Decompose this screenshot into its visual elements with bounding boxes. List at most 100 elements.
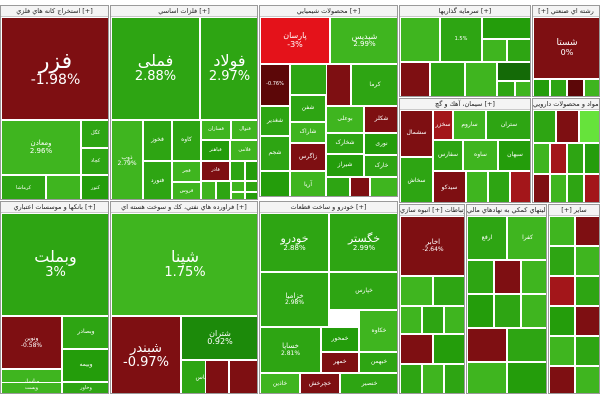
stock-tile[interactable] [507, 328, 546, 362]
stock-tile[interactable]: خچرخش [300, 373, 340, 393]
stock-tile[interactable]: سخاش [400, 157, 433, 202]
stock-tile[interactable] [229, 360, 257, 393]
stock-tile[interactable] [497, 62, 530, 81]
stock-tile[interactable] [494, 260, 521, 294]
stock-tile[interactable] [400, 62, 430, 96]
stock-tile[interactable]: وبصادر [62, 316, 108, 349]
stock-tile[interactable]: خمهر [321, 352, 359, 373]
stock-tile[interactable] [467, 328, 507, 362]
stock-tile[interactable]: فسازان [201, 120, 231, 140]
stock-tile[interactable] [444, 364, 464, 393]
stock-tile[interactable] [549, 216, 575, 246]
stock-tile[interactable]: سبهان [498, 140, 530, 171]
stock-tile[interactable] [507, 39, 530, 62]
stock-tile[interactable] [467, 362, 507, 393]
stock-tile[interactable] [370, 177, 397, 196]
sector-title[interactable]: [+] ساير [549, 205, 599, 216]
stock-tile[interactable] [433, 334, 464, 364]
stock-tile[interactable] [422, 306, 444, 334]
stock-tile[interactable] [400, 17, 440, 62]
stock-tile[interactable]: شاراک [290, 122, 326, 143]
stock-tile[interactable] [216, 181, 231, 199]
stock-tile[interactable] [575, 246, 599, 276]
stock-tile[interactable]: وبیمه [62, 349, 108, 382]
stock-tile[interactable] [550, 174, 567, 202]
stock-tile[interactable] [465, 62, 497, 96]
stock-tile[interactable]: وبملت 3% [1, 213, 108, 316]
stock-tile[interactable] [575, 306, 599, 336]
stock-tile[interactable] [549, 306, 575, 336]
stock-tile[interactable]: خساپا 2.81% [260, 327, 321, 373]
sector-title[interactable]: سيمان، آهك و گچ [+] [400, 99, 530, 110]
stock-tile[interactable] [510, 171, 530, 202]
stock-tile[interactable] [326, 177, 350, 196]
stock-tile[interactable]: خبهمن [359, 352, 397, 373]
stock-tile[interactable]: سیدکو [433, 171, 466, 202]
stock-tile[interactable] [533, 143, 550, 174]
stock-tile[interactable] [46, 175, 81, 199]
stock-tile[interactable]: کرما [351, 64, 397, 106]
stock-tile[interactable] [482, 17, 530, 39]
stock-tile[interactable]: خمحور [321, 327, 359, 352]
stock-tile[interactable]: شفن [290, 95, 326, 122]
sector-title[interactable]: سرمايه گذاريها [+] [400, 6, 530, 17]
stock-tile[interactable] [245, 192, 257, 199]
stock-tile[interactable] [567, 174, 584, 202]
stock-tile[interactable]: کرماشا [1, 175, 46, 199]
stock-tile[interactable] [575, 366, 599, 393]
stock-tile[interactable]: فخوز [143, 120, 172, 161]
sector-title[interactable]: [+] رشته اي صنعتي [533, 6, 599, 17]
stock-tile[interactable] [584, 79, 599, 96]
stock-tile[interactable]: فباهنر [201, 140, 230, 161]
stock-tile[interactable]: شبندر -0.97% [111, 316, 181, 393]
stock-tile[interactable]: شستا 0% [533, 17, 599, 79]
sector-title[interactable]: فعاليتهاي كمكي به نهادهاي مالي [+] [467, 205, 546, 216]
stock-tile[interactable] [549, 276, 575, 306]
stock-tile[interactable]: فولاد 2.97% [200, 17, 257, 120]
stock-tile[interactable] [231, 192, 245, 199]
sector-title[interactable]: محصولات شيميايي [+] [260, 6, 397, 17]
stock-tile[interactable]: فزر -1.98% [1, 17, 108, 120]
stock-tile[interactable]: خودرو 2.88% [260, 213, 329, 272]
stock-tile[interactable] [549, 246, 575, 276]
stock-tile[interactable]: آریا [290, 171, 326, 196]
stock-tile[interactable]: ارفع [467, 216, 507, 260]
stock-tile[interactable] [350, 177, 370, 196]
stock-tile[interactable]: خپارس [329, 272, 397, 310]
stock-tile[interactable] [550, 79, 567, 96]
stock-tile[interactable]: خاذین [260, 373, 300, 393]
sector-title[interactable]: فراورده هاي نفتي، كك و سوخت هسته اي [+] [111, 202, 257, 213]
stock-tile[interactable] [245, 161, 257, 181]
stock-tile[interactable]: 1.5% [440, 17, 482, 62]
stock-tile[interactable] [467, 260, 494, 294]
stock-tile[interactable] [584, 143, 599, 174]
sector-title[interactable]: فلزات اساسي [+] [111, 6, 257, 17]
stock-tile[interactable] [433, 276, 464, 306]
stock-tile[interactable] [515, 81, 530, 96]
stock-tile[interactable]: فملی 2.88% [111, 17, 200, 120]
stock-tile[interactable] [400, 334, 433, 364]
sector-title[interactable]: بانكها و موسسات اعتباري [+] [1, 202, 108, 213]
stock-tile[interactable]: شخارک [326, 133, 364, 154]
stock-tile[interactable] [488, 171, 510, 202]
stock-tile[interactable]: کنور [81, 175, 108, 199]
sector-title[interactable]: استخراج كانه هاي فلزي [+] [1, 6, 108, 17]
stock-tile[interactable] [400, 276, 433, 306]
stock-tile[interactable]: شپنا 1.75% [111, 213, 257, 316]
stock-tile[interactable]: خگستر 2.99% [329, 213, 397, 272]
stock-tile[interactable] [231, 181, 245, 192]
stock-tile[interactable] [550, 143, 567, 174]
sector-title[interactable]: اطلاعات و ارتباطات [+] انبوه سازي [400, 205, 464, 216]
stock-tile[interactable]: خزامیا 2.98% [260, 272, 329, 327]
stock-tile[interactable] [1, 199, 46, 200]
stock-tile[interactable]: سفارس [433, 140, 463, 171]
stock-tile[interactable]: ونوین -0.58% [1, 316, 62, 369]
stock-tile[interactable]: ساوه [463, 140, 498, 171]
stock-tile[interactable]: پارسان -3% [260, 17, 330, 64]
stock-tile[interactable] [533, 110, 556, 143]
stock-tile[interactable]: کاوه [172, 120, 201, 161]
stock-tile[interactable]: اخابر -2.64% [400, 216, 464, 276]
stock-tile[interactable]: شیراز [326, 154, 364, 177]
stock-tile[interactable]: سشمال [400, 110, 433, 157]
stock-tile[interactable] [521, 294, 546, 328]
